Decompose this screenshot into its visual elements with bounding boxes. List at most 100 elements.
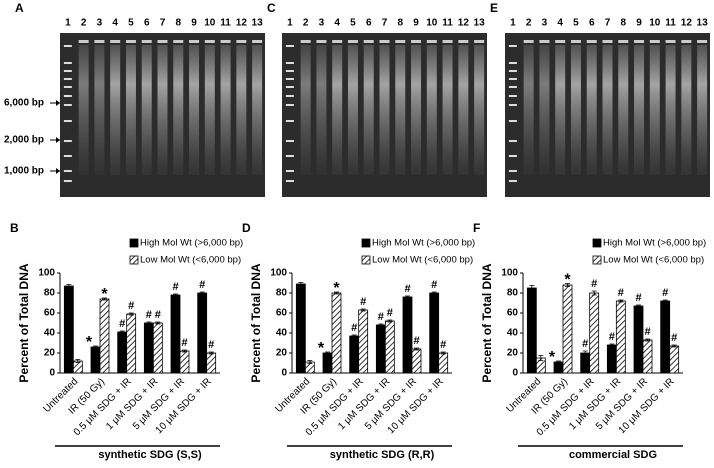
ladder-band <box>285 45 294 47</box>
lane-smear <box>189 45 200 175</box>
y-tick-label: 80 <box>507 288 519 299</box>
bar <box>402 296 413 374</box>
bar <box>562 284 573 374</box>
lane-label: 10 <box>426 18 438 29</box>
significance-mark: # <box>387 307 393 319</box>
error-bar <box>199 291 205 295</box>
marker-label: 1,000 bp <box>4 166 44 177</box>
ladder-band <box>508 45 517 47</box>
lane-well <box>570 40 581 43</box>
error-bar <box>556 360 561 364</box>
error-bar <box>671 344 677 348</box>
error-bar <box>538 355 544 361</box>
bar <box>526 287 537 374</box>
significance-mark: # <box>440 339 446 351</box>
ladder-band <box>63 45 72 47</box>
error-bar <box>66 284 72 288</box>
y-tick-label: 0 <box>281 368 287 379</box>
bar <box>580 352 591 374</box>
y-tick-label: 80 <box>276 288 288 299</box>
significance-mark: * <box>86 334 93 351</box>
lane-smear <box>697 45 708 175</box>
lane-smear <box>426 45 437 175</box>
bar <box>349 335 360 374</box>
error-bar <box>155 321 161 325</box>
significance-mark: # <box>644 326 650 338</box>
y-tick-label: 100 <box>501 268 518 279</box>
legend-label: Low Mol Wt (<6,000 bp) <box>603 255 704 266</box>
error-bar <box>414 347 419 351</box>
ladder-band <box>63 95 72 97</box>
legend-swatch <box>361 238 371 248</box>
y-tick-label: 40 <box>507 328 519 339</box>
error-bar <box>405 295 410 299</box>
lane-label: 8 <box>620 18 626 29</box>
lane-smear <box>110 45 121 175</box>
lane-well <box>94 40 105 43</box>
bar <box>429 292 440 374</box>
significance-mark: # <box>155 309 161 321</box>
lane-smear <box>141 45 152 175</box>
significance-mark: # <box>146 309 152 321</box>
lane-label: 5 <box>128 18 134 29</box>
significance-mark: # <box>635 292 641 304</box>
bar <box>669 345 680 374</box>
y-axis-label: Percent of Total DNA <box>480 263 494 382</box>
bar <box>179 350 190 374</box>
legend-swatch <box>361 255 371 265</box>
lane-smear <box>395 45 406 175</box>
ladder-band <box>508 140 517 142</box>
bar <box>589 292 600 374</box>
significance-mark: # <box>208 339 214 351</box>
significance-mark: # <box>413 335 419 347</box>
lane-smear <box>157 45 168 175</box>
lane-smear <box>458 45 469 175</box>
lane-label: 4 <box>112 18 118 29</box>
lane-label: 13 <box>697 18 709 29</box>
lane-well <box>474 40 485 43</box>
lane-well <box>523 40 534 43</box>
marker-arrowhead <box>56 168 60 174</box>
bar <box>411 348 422 374</box>
error-bar <box>298 282 304 286</box>
error-bar <box>609 343 615 347</box>
lane-smear <box>649 45 660 175</box>
bar <box>660 300 671 374</box>
lane-smear <box>379 45 390 175</box>
lane-smear <box>78 45 89 175</box>
error-bar <box>173 293 178 297</box>
ladder-band <box>508 180 517 182</box>
ladder-band <box>63 104 72 106</box>
error-bar <box>440 351 446 355</box>
y-tick-label: 20 <box>44 348 56 359</box>
ladder-band <box>508 170 517 172</box>
lane-label: 1 <box>510 18 516 29</box>
error-bar <box>102 297 107 301</box>
lane-well <box>634 40 645 43</box>
lane-well <box>555 40 566 43</box>
lane-smear <box>204 45 215 175</box>
ladder-band <box>508 70 517 72</box>
ladder-band <box>63 140 72 142</box>
lane-well <box>173 40 184 43</box>
panel-label: E <box>490 1 498 15</box>
significance-mark: # <box>172 281 178 293</box>
lane-label: 6 <box>366 18 372 29</box>
lane-smear <box>681 45 692 175</box>
significance-mark: # <box>671 332 677 344</box>
lane-smear <box>555 45 566 175</box>
error-bar <box>334 291 339 295</box>
error-bar <box>529 285 535 291</box>
error-bar <box>645 338 650 342</box>
lane-label: 11 <box>220 18 231 29</box>
significance-mark: # <box>609 331 615 343</box>
error-bar <box>75 359 81 363</box>
lane-smear <box>618 45 629 175</box>
bar <box>438 352 449 374</box>
lane-well <box>618 40 629 43</box>
marker-arrowhead <box>56 100 60 106</box>
lane-label: 1 <box>65 18 71 29</box>
significance-mark: # <box>181 337 187 349</box>
lane-label: 4 <box>557 18 563 29</box>
error-bar <box>128 312 134 316</box>
